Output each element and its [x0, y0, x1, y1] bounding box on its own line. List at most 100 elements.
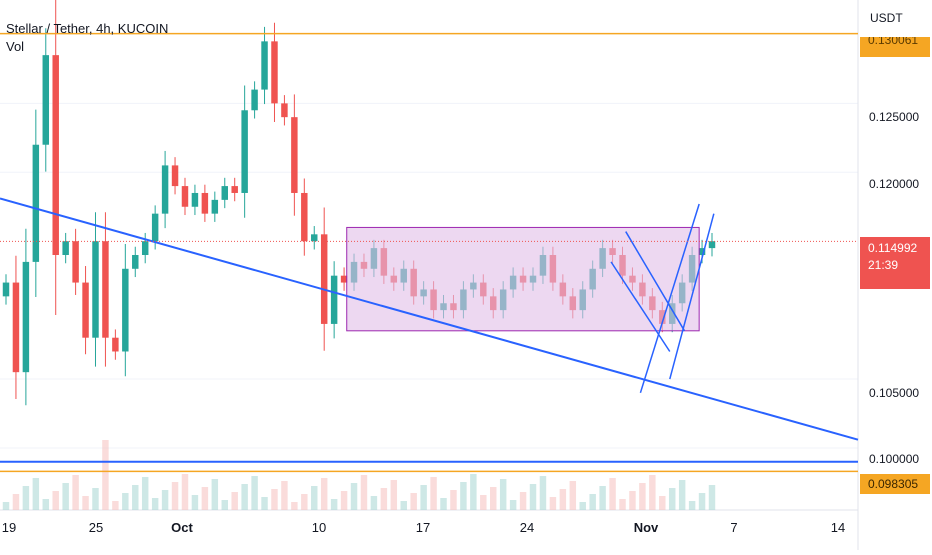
candle-body — [122, 268, 129, 352]
volume-bar — [450, 490, 457, 510]
volume-bar — [251, 476, 258, 510]
volume-bar — [221, 500, 228, 510]
candle-body — [231, 186, 238, 193]
candle-body — [161, 165, 169, 214]
volume-bar — [301, 494, 308, 510]
candle-body — [141, 241, 149, 255]
volume-bar — [390, 480, 398, 510]
time-tick: 24 — [519, 520, 535, 535]
time-tick: Oct — [171, 520, 193, 535]
volume-bar — [132, 485, 139, 510]
channel-line — [610, 261, 671, 352]
candle-body — [291, 117, 298, 193]
candle-body — [221, 186, 228, 200]
support-price-tag: 0.098305 — [860, 474, 930, 494]
candle-body — [82, 282, 89, 338]
volume-bar — [52, 491, 59, 510]
volume-bar — [470, 474, 477, 510]
candle-body — [281, 103, 288, 118]
candle-body — [52, 55, 59, 256]
time-tick: Nov — [633, 520, 659, 535]
candle-body — [191, 192, 199, 207]
volume-bar — [181, 474, 189, 510]
candle-body — [251, 89, 258, 111]
candle-body — [271, 41, 278, 104]
candle-body — [241, 110, 248, 193]
candle-body — [311, 234, 318, 242]
volume-bar — [171, 482, 179, 510]
volume-bar — [539, 476, 547, 510]
volume-bar — [12, 494, 20, 510]
volume-bar — [22, 486, 30, 510]
channel-line — [669, 213, 715, 380]
volume-bar — [460, 482, 467, 510]
candle-countdown: 21:39 — [868, 258, 899, 272]
volume-bar — [480, 495, 487, 510]
price-tick: 0.105000 — [869, 386, 920, 400]
volume-bar — [370, 496, 378, 510]
volume-bar — [32, 478, 40, 510]
volume-bar — [161, 490, 169, 510]
volume-bar — [261, 497, 268, 510]
volume-bar — [62, 483, 69, 510]
candle-body — [132, 255, 139, 269]
candle-body — [72, 241, 79, 283]
volume-bar — [708, 485, 716, 510]
volume-bar — [350, 483, 358, 510]
volume-bar — [281, 481, 288, 510]
volume-bar — [499, 479, 507, 510]
volume-bar — [490, 487, 497, 510]
candle-body — [112, 337, 119, 352]
candle-body — [301, 192, 308, 242]
volume-bar — [42, 499, 50, 510]
volume-bar — [529, 484, 537, 510]
volume-bar — [569, 481, 577, 510]
volume-bar — [311, 486, 318, 510]
volume-bar — [509, 500, 517, 510]
volume-bar — [649, 475, 656, 510]
volume-bar — [211, 479, 219, 510]
candle-body — [320, 234, 328, 324]
time-tick: 7 — [730, 520, 738, 535]
candle-body — [12, 282, 20, 373]
volume-bar — [659, 496, 666, 510]
volume-bar — [320, 478, 328, 510]
volume-bar — [440, 498, 447, 510]
volume-bar — [668, 488, 676, 510]
candle-body — [201, 192, 209, 214]
volume-bar — [241, 484, 248, 510]
candle-body — [698, 248, 706, 255]
volume-bar — [549, 497, 557, 510]
time-tick: 14 — [830, 520, 846, 535]
time-tick: 19 — [1, 520, 17, 535]
volume-bar — [430, 477, 437, 510]
volume-bar — [191, 495, 199, 510]
candle-body — [62, 241, 69, 255]
volume-bar — [559, 489, 567, 510]
volume-bar — [112, 501, 119, 510]
candle-body — [261, 41, 268, 90]
candle-body — [181, 186, 189, 207]
volume-bar — [330, 499, 338, 510]
volume-bar — [271, 489, 278, 510]
volume-bar — [420, 485, 427, 510]
candle-body — [708, 241, 716, 249]
price-tick: 0.120000 — [869, 177, 920, 191]
volume-bar — [698, 493, 706, 510]
range-box — [346, 226, 700, 332]
candle-body — [42, 55, 50, 145]
volume-bar — [599, 486, 606, 510]
candle-body — [330, 275, 338, 324]
volume-bar — [82, 496, 89, 510]
volume-bar — [92, 488, 99, 510]
volume-bar — [122, 493, 129, 510]
volume-bar — [519, 492, 527, 510]
volume-bar — [639, 483, 646, 510]
current-price-tag: 0.114992 21:39 — [860, 237, 930, 289]
candle-body — [22, 261, 30, 373]
time-tick: 10 — [311, 520, 327, 535]
volume-bar — [151, 498, 159, 510]
volume-bar — [102, 440, 109, 510]
